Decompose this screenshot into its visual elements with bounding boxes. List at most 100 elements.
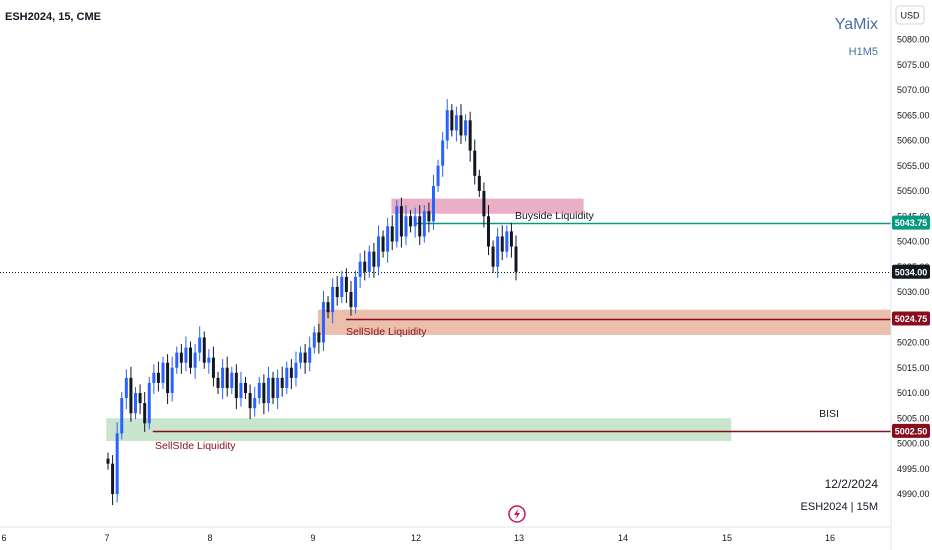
- candle-body: [221, 367, 225, 388]
- candle-body: [234, 372, 238, 399]
- candle-body: [207, 357, 211, 363]
- candle-body: [441, 140, 445, 166]
- candle-body: [184, 347, 188, 363]
- candle-body: [120, 398, 124, 434]
- watermark-date: 12/2/2024: [825, 477, 879, 491]
- candle-body: [509, 231, 513, 247]
- candle-body: [138, 393, 142, 404]
- candle-body: [482, 191, 486, 217]
- candle-body: [198, 337, 202, 353]
- candle-body: [335, 286, 339, 298]
- y-tick-label: 5040.00: [897, 237, 930, 247]
- watermark-subtitle: H1M5: [849, 46, 878, 58]
- candle-body: [280, 377, 284, 388]
- watermark-title: YaMix: [835, 16, 878, 33]
- candle-body: [299, 352, 303, 363]
- zone-label-sellside-upper: SellSIde Liquidity: [346, 326, 427, 338]
- candle-body: [230, 372, 234, 388]
- y-tick-label: 4990.00: [897, 489, 930, 499]
- watermark-footer: ESH2024 | 15M: [801, 501, 878, 513]
- candle-body: [500, 236, 504, 252]
- candle-body: [257, 382, 261, 399]
- y-tick-label: 4995.00: [897, 464, 930, 474]
- price-label-box: [892, 311, 930, 326]
- candle-body: [312, 332, 316, 348]
- candle-body: [303, 352, 307, 363]
- zone-buyside[interactable]: [391, 198, 584, 214]
- candle-body: [193, 352, 197, 368]
- candle-body: [390, 226, 394, 242]
- price-label-text: 5034.00: [895, 267, 928, 277]
- y-tick-label: 5070.00: [897, 85, 930, 95]
- currency-button[interactable]: [895, 5, 925, 25]
- candle-body: [244, 382, 248, 393]
- candle-body: [211, 357, 215, 378]
- x-tick-label: 13: [514, 533, 524, 543]
- candle-body: [308, 347, 312, 363]
- price-label-box: [892, 215, 930, 230]
- candle-body: [253, 398, 257, 409]
- candle-body: [225, 367, 229, 388]
- candle-body: [459, 115, 463, 136]
- candle-body: [418, 216, 422, 237]
- y-tick-label: 5010.00: [897, 388, 930, 398]
- candle-body: [473, 150, 477, 176]
- candle-body: [161, 362, 165, 383]
- lightning-icon[interactable]: [508, 505, 526, 523]
- x-tick-label: 12: [411, 533, 421, 543]
- x-tick-label: 15: [722, 533, 732, 543]
- candle-body: [486, 216, 490, 247]
- y-tick-label: 5030.00: [897, 287, 930, 297]
- candle-body: [266, 377, 270, 404]
- x-tick-label: 8: [207, 533, 212, 543]
- zone-sellside-upper[interactable]: [318, 309, 891, 335]
- candle-body: [409, 216, 413, 227]
- candle-body: [363, 261, 367, 272]
- y-tick-label: 5080.00: [897, 35, 930, 45]
- y-tick-label: 5060.00: [897, 136, 930, 146]
- candle-body: [445, 110, 449, 141]
- candle-body: [454, 115, 458, 131]
- zone-label-buyside: Buyside Liquidity: [515, 210, 595, 222]
- y-tick-label: 5065.00: [897, 110, 930, 120]
- candle-body: [505, 231, 509, 252]
- candle-body: [496, 236, 500, 267]
- candle-body: [143, 403, 147, 424]
- candle-body: [111, 463, 115, 494]
- candle-body: [166, 362, 170, 393]
- y-tick-label: 5050.00: [897, 186, 930, 196]
- candle-body: [491, 246, 495, 267]
- candle-body: [354, 276, 358, 308]
- candle-body: [189, 347, 193, 368]
- candle-body: [358, 261, 362, 277]
- candle-body: [349, 292, 353, 308]
- candle-body: [381, 236, 385, 252]
- candle-body: [326, 302, 330, 313]
- candle-body: [450, 110, 454, 131]
- candle-body: [285, 367, 289, 388]
- candle-body: [179, 352, 183, 363]
- zone-bisi[interactable]: [106, 418, 732, 441]
- candle-body: [147, 382, 151, 424]
- candle-body: [422, 211, 426, 237]
- candle-body: [340, 276, 344, 298]
- candle-body: [399, 206, 403, 237]
- candle-body: [289, 367, 293, 378]
- price-label-box: [892, 423, 930, 438]
- price-label-text: 5002.50: [895, 426, 928, 436]
- y-tick-label: 5075.00: [897, 60, 930, 70]
- price-label-text: 5043.75: [895, 218, 928, 228]
- candle-body: [202, 337, 206, 363]
- candle-body: [376, 236, 380, 267]
- candle-body: [344, 276, 348, 292]
- candle-body: [271, 377, 275, 399]
- x-tick-label: 9: [310, 533, 315, 543]
- candle-body: [134, 393, 138, 414]
- candle-body: [170, 367, 174, 393]
- x-tick-label: 14: [618, 533, 628, 543]
- x-tick-label: 16: [825, 533, 835, 543]
- candle-body: [216, 377, 220, 388]
- symbol-header: ESH2024, 15, CME: [5, 11, 101, 23]
- price-label-box: [892, 264, 930, 279]
